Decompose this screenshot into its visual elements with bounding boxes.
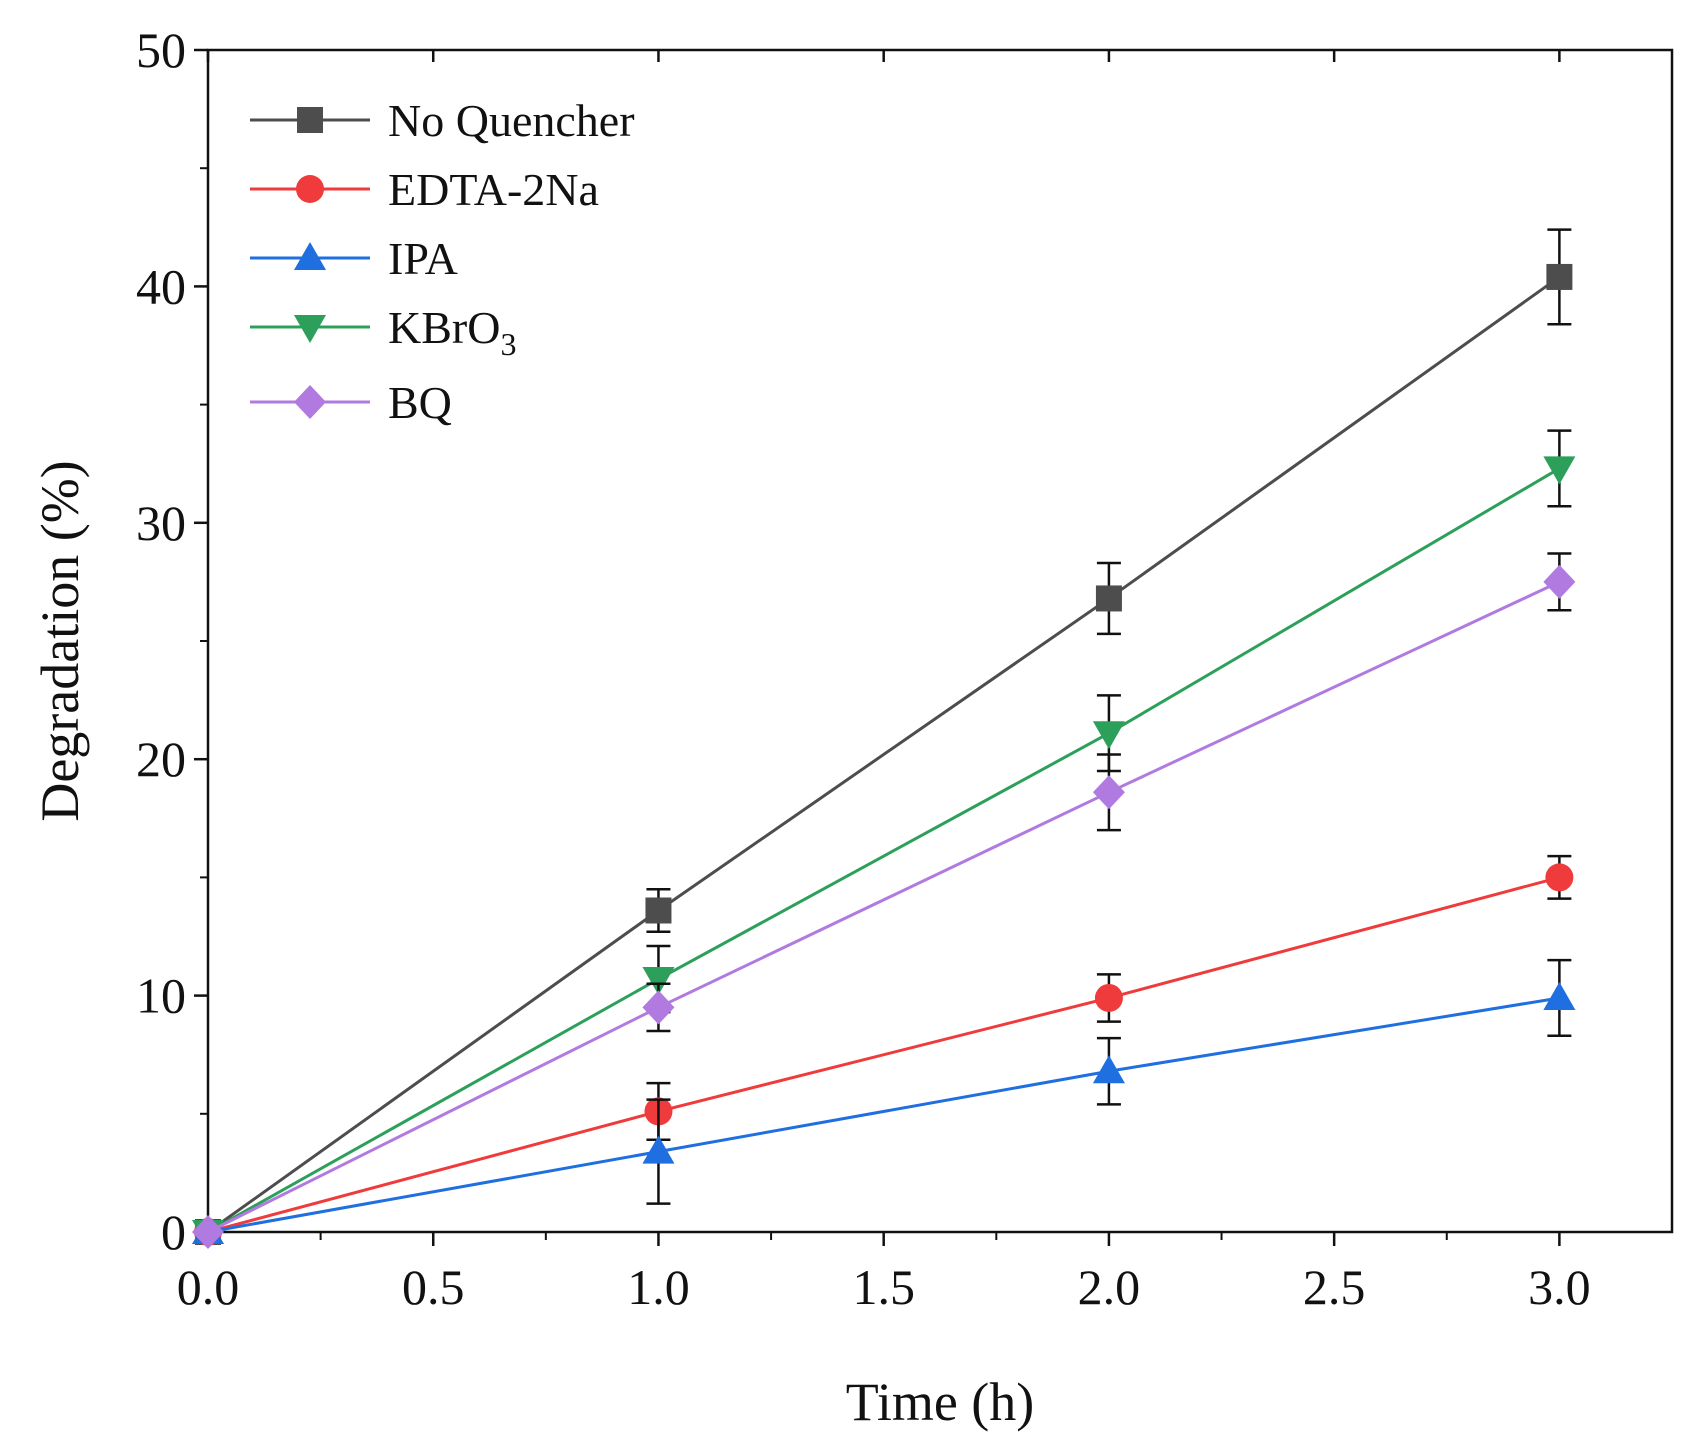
- series-line: [207, 275, 1561, 1234]
- legend-label: IPA: [388, 233, 458, 284]
- legend-marker: [297, 107, 323, 133]
- legend-label: BQ: [388, 377, 452, 428]
- y-tick-label: 50: [136, 22, 186, 78]
- data-point: [1094, 983, 1123, 1012]
- series-ipa: [192, 958, 1576, 1244]
- legend-entry: KBrO3: [250, 302, 516, 362]
- data-point: [1092, 775, 1125, 810]
- data-point: [1545, 863, 1574, 892]
- data-point: [642, 967, 675, 996]
- series-edta-2na: [194, 854, 1574, 1246]
- series-layer: [192, 228, 1576, 1249]
- series-bq: [192, 552, 1576, 1249]
- legend-label: No Quencher: [388, 95, 635, 146]
- legend-marker: [294, 315, 326, 343]
- legend-marker: [294, 385, 326, 419]
- x-tick-label: 0.0: [177, 1259, 240, 1315]
- legend-entry: No Quencher: [250, 95, 635, 146]
- data-point: [1546, 263, 1573, 290]
- series-line: [207, 467, 1561, 1234]
- data-point: [1095, 585, 1122, 612]
- series-line: [207, 875, 1560, 1234]
- series-no-quencher: [195, 228, 1573, 1245]
- y-axis-title: Degradation (%): [30, 460, 90, 821]
- legend-marker: [296, 175, 324, 203]
- data-point: [1543, 456, 1576, 485]
- x-tick-label: 3.0: [1528, 1259, 1591, 1315]
- data-point: [1543, 564, 1576, 599]
- legend-label-main: EDTA-2Na: [388, 164, 599, 215]
- legend-entry: EDTA-2Na: [250, 164, 599, 215]
- plot-frame: [206, 48, 1674, 1234]
- x-tick-label: 2.5: [1303, 1259, 1366, 1315]
- y-tick-label: 30: [136, 495, 186, 551]
- legend-label-subscript: 3: [500, 326, 516, 362]
- legend-label-main: IPA: [388, 233, 458, 284]
- series-kbro3: [192, 429, 1576, 1248]
- x-tick-label: 0.5: [402, 1259, 465, 1315]
- axes: 0.0 0.5 1.0 1.5 2.0 2.5 3.0 0 10 20 30 40 50: [136, 22, 1674, 1315]
- data-point: [645, 897, 672, 924]
- legend-marker: [294, 242, 326, 270]
- legend-entry: IPA: [250, 233, 458, 284]
- series-line: [207, 996, 1560, 1234]
- x-axis-title: Time (h): [846, 1372, 1035, 1432]
- data-point: [642, 990, 675, 1025]
- data-point: [1092, 1055, 1125, 1084]
- legend-label-main: No Quencher: [388, 95, 635, 146]
- legend-label: EDTA-2Na: [388, 164, 599, 215]
- data-point: [1543, 981, 1576, 1010]
- y-tick-label: 20: [136, 731, 186, 787]
- data-point: [192, 1215, 224, 1249]
- x-tick-label: 2.0: [1078, 1259, 1141, 1315]
- data-point: [1092, 721, 1125, 750]
- legend-label-main: KBrO: [388, 302, 500, 353]
- series-line: [207, 580, 1561, 1234]
- x-tick-label: 1.0: [627, 1259, 690, 1315]
- legend-entry: BQ: [250, 377, 452, 428]
- x-tick-label: 1.5: [852, 1259, 915, 1315]
- y-tick-label: 10: [136, 968, 186, 1024]
- data-point: [642, 1135, 675, 1164]
- legend-label: KBrO3: [388, 302, 516, 362]
- y-tick-label: 40: [136, 258, 186, 314]
- y-tick-label: 0: [161, 1204, 186, 1260]
- legend-label-main: BQ: [388, 377, 452, 428]
- legend: No Quencher EDTA-2Na IPA KBrO3 BQ: [250, 95, 635, 428]
